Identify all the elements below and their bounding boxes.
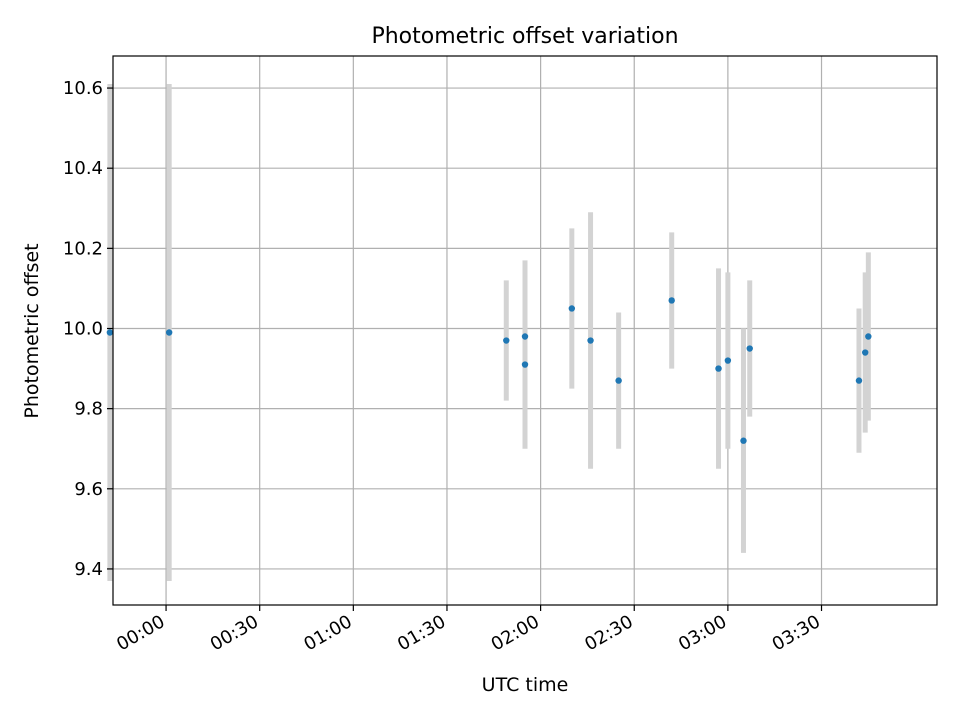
- data-point: [865, 333, 872, 340]
- data-point: [740, 437, 747, 444]
- gridlines: [113, 56, 937, 605]
- data-point: [503, 337, 510, 344]
- y-tick-label: 10.6: [63, 78, 103, 99]
- data-point: [521, 361, 529, 368]
- y-axis-ticks: 9.4 9.6 9.8 10.0 10.2 10.4 10.6: [63, 78, 113, 580]
- y-tick-label: 9.4: [74, 559, 103, 580]
- data-points: [106, 297, 872, 444]
- data-point: [615, 377, 622, 384]
- y-tick-label: 9.6: [74, 479, 103, 500]
- data-point: [106, 329, 114, 336]
- data-point: [521, 333, 529, 340]
- y-tick-label: 10.0: [63, 318, 103, 339]
- chart-title: Photometric offset variation: [371, 24, 678, 49]
- data-point: [855, 377, 863, 384]
- data-point: [165, 329, 173, 336]
- y-tick-label: 10.4: [63, 158, 103, 179]
- data-point: [568, 305, 576, 312]
- data-point: [746, 345, 753, 352]
- data-point: [587, 337, 594, 344]
- x-axis-label: UTC time: [482, 674, 569, 696]
- y-tick-label: 10.2: [63, 238, 103, 259]
- data-point: [862, 349, 869, 356]
- data-point: [668, 297, 675, 304]
- data-point: [715, 365, 722, 372]
- data-point: [724, 357, 732, 364]
- y-tick-label: 9.8: [74, 399, 103, 420]
- plot-frame: [112, 55, 938, 606]
- y-axis-label: Photometric offset: [21, 243, 43, 418]
